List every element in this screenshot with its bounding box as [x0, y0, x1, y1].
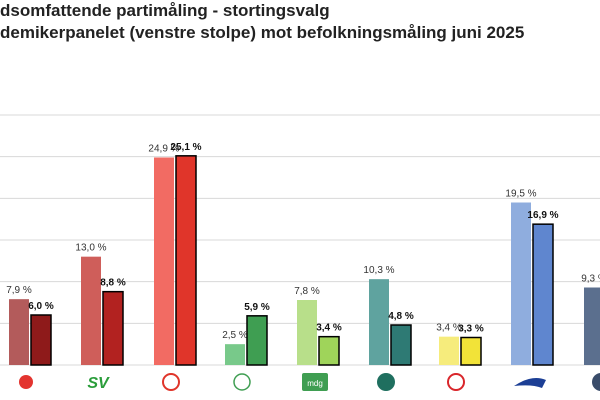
bar-left-h: [511, 202, 531, 365]
bar-left-sv: [81, 256, 101, 365]
value-label-right-sp: 5,9 %: [244, 302, 270, 313]
bar-right-h: [532, 223, 554, 366]
party-logo-mdg-icon: [302, 373, 328, 391]
value-label-left-r: 7,9 %: [6, 285, 32, 296]
party-logo-v-icon: [377, 373, 395, 391]
value-label-left-sv: 13,0 %: [75, 243, 106, 254]
bar-left-krf: [439, 336, 459, 365]
value-label-right-ap: 25,1 %: [170, 142, 201, 153]
value-label-left-h: 19,5 %: [505, 189, 536, 200]
party-logo-r-icon: [19, 375, 33, 389]
value-label-right-sv: 8,8 %: [100, 278, 126, 289]
bar-right-ap: [175, 155, 197, 366]
bar-left-mdg: [297, 300, 317, 365]
bar-right-v: [390, 324, 412, 366]
value-label-left-v: 10,3 %: [363, 265, 394, 276]
value-label-right-mdg: 3,4 %: [316, 323, 342, 334]
value-label-left-mdg: 7,8 %: [294, 286, 320, 297]
party-logo-sp-icon: [233, 373, 251, 391]
party-logo-ap-icon: [162, 373, 180, 391]
value-label-right-r: 6,0 %: [28, 301, 54, 312]
party-logo-krf-icon: [447, 373, 465, 391]
value-label-right-v: 4,8 %: [388, 311, 414, 322]
bar-left-sp: [225, 344, 245, 365]
bar-left-r: [9, 299, 29, 365]
party-logo-mdg-text: mdg: [307, 379, 323, 388]
value-label-left-sp: 2,5 %: [222, 330, 248, 341]
chart-title-line2: demikerpanelet (venstre stolpe) mot befo…: [0, 23, 525, 42]
value-label-left-frp: 9,3 %: [581, 274, 600, 285]
bar-left-frp: [584, 287, 600, 365]
bar-right-sv: [102, 290, 124, 366]
party-logo-h-icon: [514, 378, 546, 388]
value-label-right-h: 16,9 %: [527, 210, 558, 221]
party-logo-sv-icon: SV: [87, 375, 110, 392]
party-logo-frp-icon: [592, 373, 600, 391]
bar-right-sp: [246, 315, 268, 366]
value-label-left-ap: 24,9 %: [148, 144, 179, 155]
bar-left-ap: [154, 157, 174, 365]
bar-right-r: [30, 314, 52, 366]
bar-right-mdg: [318, 335, 340, 366]
value-label-right-krf: 3,3 %: [458, 324, 484, 335]
bar-left-v: [369, 279, 389, 365]
chart-title: dsomfattende partimåling - stortingsvalg…: [0, 0, 524, 44]
value-label-left-krf: 3,4 %: [436, 323, 462, 334]
chart-title-line1: dsomfattende partimåling - stortingsvalg: [0, 1, 330, 20]
bar-right-krf: [460, 336, 482, 366]
